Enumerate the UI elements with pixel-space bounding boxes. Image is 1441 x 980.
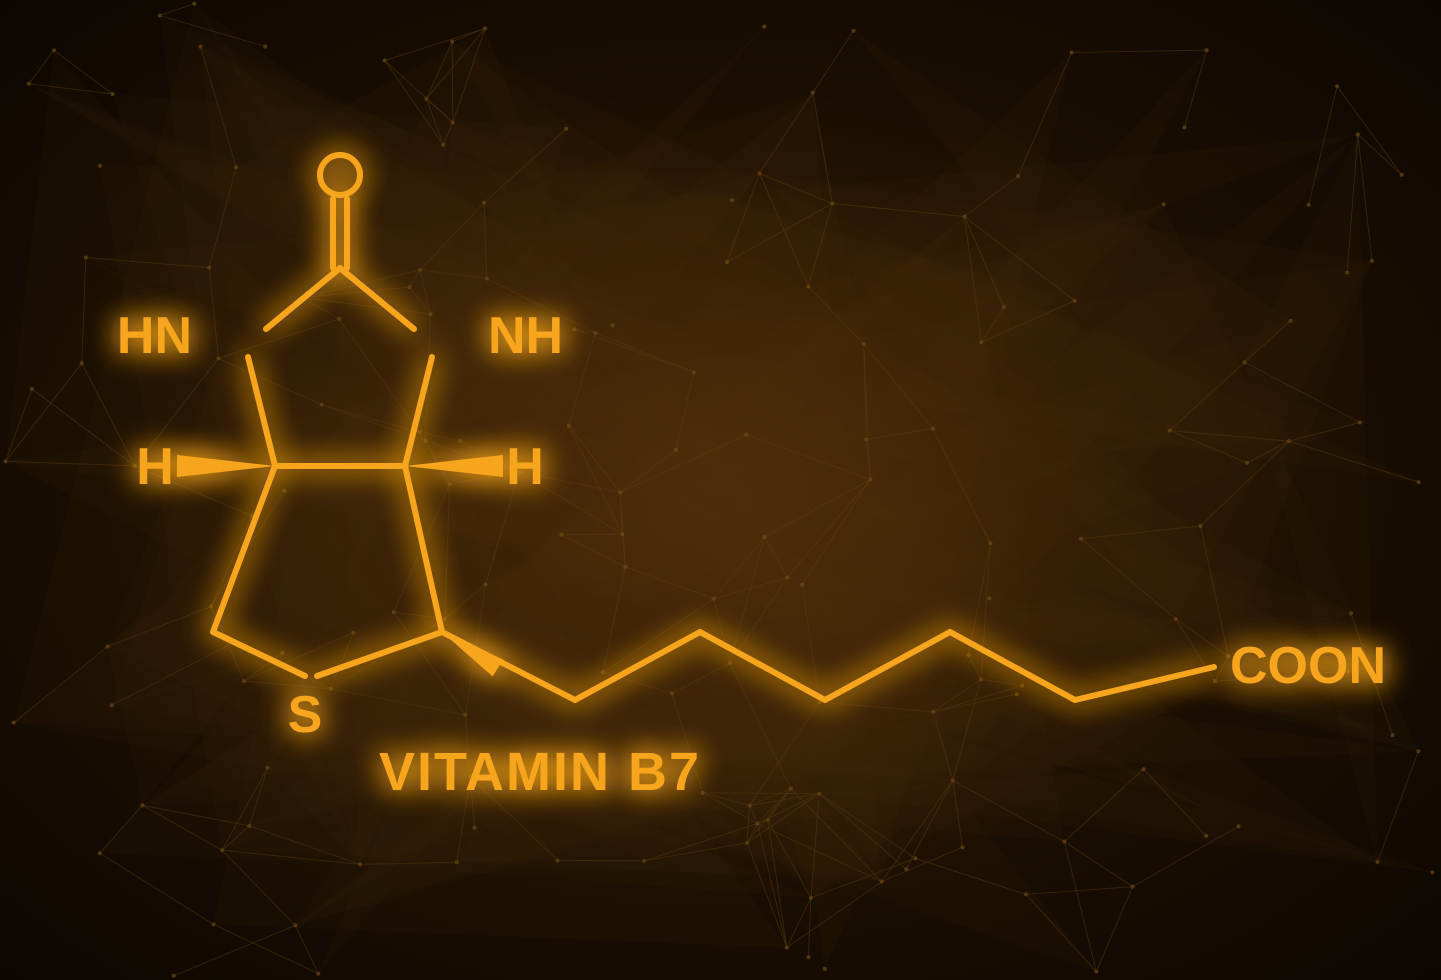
scene-svg: HN NH H H S COON VITAMIN B7 bbox=[0, 0, 1441, 980]
atom-label-H_left: H bbox=[136, 438, 174, 496]
diagram-title: VITAMIN B7 bbox=[379, 742, 701, 802]
atom-label-COON: COON bbox=[1230, 637, 1386, 695]
atom-label-N_left: HN bbox=[117, 307, 192, 365]
atom-label-S: S bbox=[288, 686, 323, 744]
plexus-layer bbox=[4, 2, 1435, 978]
diagram-stage: HN NH H H S COON VITAMIN B7 bbox=[0, 0, 1441, 980]
atom-label-H_right: H bbox=[506, 438, 544, 496]
atom-label-N_right: NH bbox=[488, 307, 563, 365]
